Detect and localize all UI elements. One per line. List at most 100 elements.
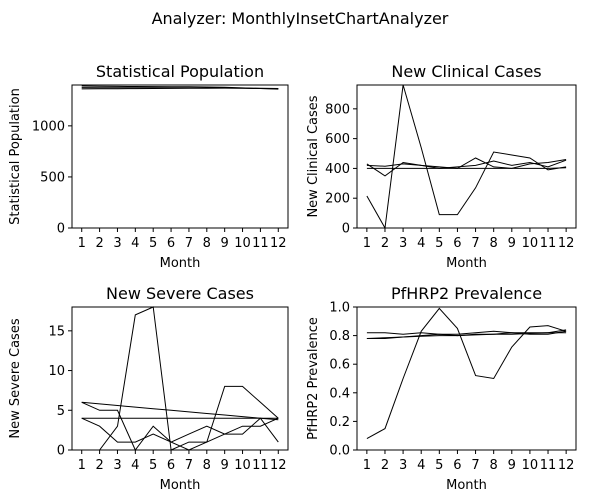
x-tick-label: 2 (95, 236, 103, 251)
x-tick-label: 7 (185, 458, 193, 473)
x-axis-label: Month (446, 478, 487, 493)
y-tick-label: 0.0 (329, 444, 350, 459)
series-line-2 (81, 401, 279, 451)
y-tick-label: 1000 (32, 119, 65, 134)
x-tick-label: 2 (381, 458, 389, 473)
x-axis-label: Month (160, 256, 201, 271)
series-line-1 (366, 157, 567, 177)
y-tick-label: 10 (48, 364, 65, 379)
x-tick-label: 1 (363, 458, 371, 473)
x-tick-label: 8 (203, 458, 211, 473)
x-tick-label: 10 (234, 458, 251, 473)
x-tick-label: 11 (540, 458, 557, 473)
y-tick-label: 600 (325, 132, 350, 147)
chart-title: New Clinical Cases (391, 62, 541, 81)
x-tick-label: 6 (453, 236, 461, 251)
y-axis-label: PfHRP2 Prevalence (306, 317, 321, 440)
x-tick-label: 11 (252, 458, 269, 473)
x-tick-label: 9 (508, 458, 516, 473)
x-tick-label: 10 (522, 458, 539, 473)
x-tick-label: 8 (490, 236, 498, 251)
x-tick-label: 3 (113, 236, 121, 251)
series-line-4 (81, 401, 279, 421)
x-axis-label: Month (160, 478, 201, 493)
x-tick-label: 12 (270, 236, 287, 251)
x-tick-label: 4 (131, 236, 139, 251)
chart-title: Statistical Population (96, 62, 264, 81)
figure-suptitle: Analyzer: MonthlyInsetChartAnalyzer (152, 9, 449, 28)
x-tick-label: 3 (399, 458, 407, 473)
y-tick-label: 5 (57, 404, 65, 419)
x-tick-label: 3 (399, 236, 407, 251)
x-tick-label: 7 (471, 458, 479, 473)
x-tick-label: 4 (131, 458, 139, 473)
x-tick-label: 6 (167, 458, 175, 473)
y-tick-label: 0.4 (329, 386, 350, 401)
x-tick-label: 1 (78, 236, 86, 251)
axes-frame (71, 84, 289, 229)
y-axis-label: Statistical Population (8, 88, 23, 225)
x-tick-label: 8 (490, 458, 498, 473)
y-tick-label: 0.8 (329, 329, 350, 344)
axes-frame (71, 306, 289, 451)
y-tick-label: 200 (325, 192, 350, 207)
x-tick-label: 7 (471, 236, 479, 251)
x-tick-label: 1 (363, 236, 371, 251)
axes-frame (356, 84, 577, 229)
series-line-0 (366, 307, 567, 440)
y-axis-label: New Clinical Cases (306, 95, 321, 217)
x-tick-label: 9 (221, 458, 229, 473)
x-tick-label: 1 (78, 458, 86, 473)
series-line-2 (81, 87, 279, 90)
y-tick-label: 0.6 (329, 358, 350, 373)
axes-frame (356, 306, 577, 451)
x-tick-label: 6 (453, 458, 461, 473)
x-tick-label: 11 (540, 236, 557, 251)
x-tick-label: 5 (435, 236, 443, 251)
y-tick-label: 800 (325, 102, 350, 117)
y-tick-label: 400 (325, 162, 350, 177)
x-tick-label: 12 (558, 236, 575, 251)
x-tick-label: 2 (95, 458, 103, 473)
y-tick-label: 0 (342, 222, 350, 237)
y-tick-label: 15 (48, 324, 65, 339)
y-tick-label: 0 (57, 222, 65, 237)
x-tick-label: 4 (417, 236, 425, 251)
y-tick-label: 500 (40, 170, 65, 185)
x-tick-label: 9 (508, 236, 516, 251)
x-tick-label: 5 (149, 236, 157, 251)
x-tick-label: 12 (558, 458, 575, 473)
y-tick-label: 0.2 (329, 415, 350, 430)
x-axis-label: Month (446, 256, 487, 271)
x-tick-label: 8 (203, 236, 211, 251)
x-tick-label: 5 (149, 458, 157, 473)
x-tick-label: 7 (185, 236, 193, 251)
y-tick-label: 1.0 (329, 301, 350, 316)
x-tick-label: 9 (221, 236, 229, 251)
x-tick-label: 2 (381, 236, 389, 251)
y-tick-label: 0 (57, 444, 65, 459)
x-tick-label: 6 (167, 236, 175, 251)
y-axis-label: New Severe Cases (8, 318, 23, 438)
x-tick-label: 5 (435, 458, 443, 473)
series-line-0 (366, 84, 567, 230)
series-line-3 (366, 167, 567, 169)
x-tick-label: 12 (270, 458, 287, 473)
chart-title: New Severe Cases (106, 284, 254, 303)
series-line-1 (81, 417, 279, 443)
x-tick-label: 4 (417, 458, 425, 473)
chart-title: PfHRP2 Prevalence (391, 284, 542, 303)
x-tick-label: 11 (252, 236, 269, 251)
series-line-3 (366, 332, 567, 339)
series-line-2 (366, 159, 567, 169)
x-tick-label: 10 (522, 236, 539, 251)
x-tick-label: 3 (113, 458, 121, 473)
x-tick-label: 10 (234, 236, 251, 251)
series-line-1 (366, 330, 567, 335)
